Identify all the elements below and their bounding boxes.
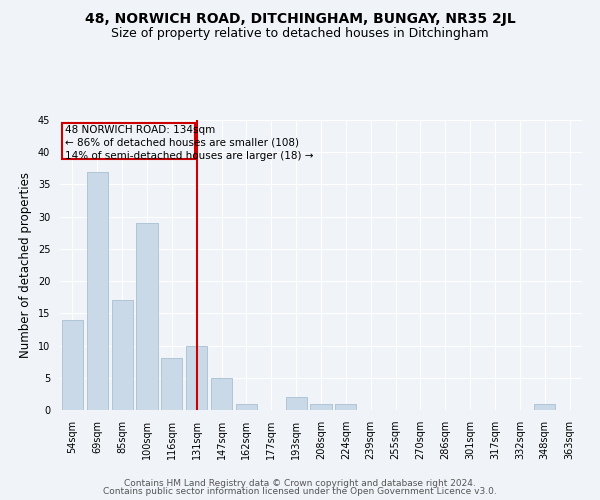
Bar	[87, 172, 108, 410]
Bar	[236, 404, 257, 410]
Text: 48, NORWICH ROAD, DITCHINGHAM, BUNGAY, NR35 2JL: 48, NORWICH ROAD, DITCHINGHAM, BUNGAY, N…	[85, 12, 515, 26]
Bar	[136, 223, 158, 410]
Bar	[186, 346, 207, 410]
Bar	[534, 404, 555, 410]
Text: Contains HM Land Registry data © Crown copyright and database right 2024.: Contains HM Land Registry data © Crown c…	[124, 478, 476, 488]
FancyBboxPatch shape	[62, 123, 196, 158]
Bar	[62, 320, 83, 410]
Bar	[211, 378, 232, 410]
Text: Size of property relative to detached houses in Ditchingham: Size of property relative to detached ho…	[111, 28, 489, 40]
Y-axis label: Number of detached properties: Number of detached properties	[19, 172, 32, 358]
Bar	[335, 404, 356, 410]
Bar	[310, 404, 332, 410]
Text: 48 NORWICH ROAD: 134sqm
← 86% of detached houses are smaller (108)
14% of semi-d: 48 NORWICH ROAD: 134sqm ← 86% of detache…	[65, 124, 313, 161]
Text: Contains public sector information licensed under the Open Government Licence v3: Contains public sector information licen…	[103, 487, 497, 496]
Bar	[286, 397, 307, 410]
Bar	[161, 358, 182, 410]
Bar	[112, 300, 133, 410]
